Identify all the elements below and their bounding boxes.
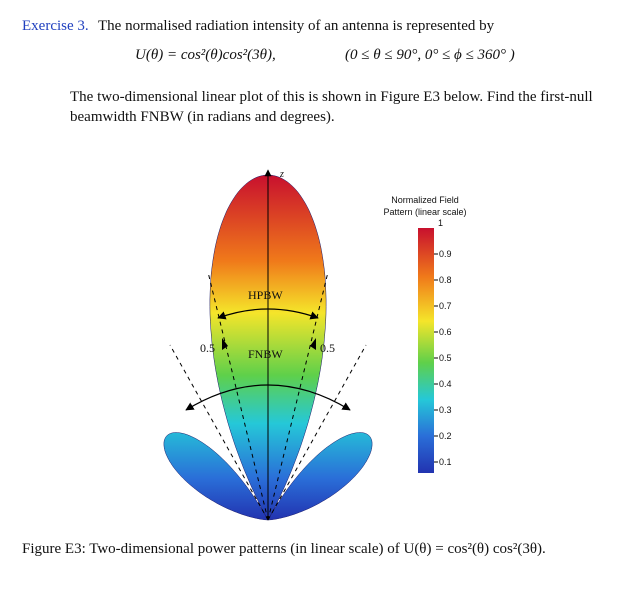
exercise-label: Exercise 3.: [22, 18, 89, 34]
colorbar-tick-label: 0.6: [439, 327, 452, 337]
equation-range: (0 ≤ θ ≤ 90°, 0° ≤ ϕ ≤ 360° ): [345, 47, 515, 63]
colorbar-tick-label: 0.8: [439, 275, 452, 285]
pointer: [222, 338, 228, 350]
colorbar-tick-label: 0.5: [439, 353, 452, 363]
colorbar-tick-label: 0.9: [439, 249, 452, 259]
paragraph-line: beamwidth FNBW (in radians and degrees).: [70, 109, 335, 125]
axis-label: z: [279, 169, 284, 180]
fnbw-arc: [185, 384, 351, 411]
colorbar-title: Normalized Field: [391, 195, 459, 205]
equation: U(θ) = cos²(θ)cos²(3θ),: [135, 47, 276, 63]
colorbar: [418, 228, 434, 473]
level-label: 0.5: [320, 341, 335, 355]
colorbar-ticks: 1 0.9 0.8 0.7 0.6 0.5 0.4 0.3 0.2 0.1: [434, 218, 452, 467]
figure: z HPBW FNBW 0.5 0.5 Normalized Field Pat…: [163, 169, 467, 521]
colorbar-tick-label: 0.4: [439, 379, 452, 389]
colorbar-title: Pattern (linear scale): [383, 207, 466, 217]
exercise-text: The normalised radiation intensity of an…: [98, 18, 495, 34]
beam-lines: [169, 271, 367, 521]
colorbar-tick-label: 0.3: [439, 405, 452, 415]
pointer: [310, 338, 316, 350]
paragraph-line: The two-dimensional linear plot of this …: [70, 89, 593, 105]
level-label: 0.5: [200, 341, 215, 355]
hpbw-label: HPBW: [248, 288, 283, 302]
colorbar-tick-label: 1: [438, 218, 443, 228]
colorbar-tick-label: 0.7: [439, 301, 452, 311]
colorbar-tick-label: 0.2: [439, 431, 452, 441]
hpbw-arc: [217, 308, 319, 320]
fnbw-label: FNBW: [248, 347, 283, 361]
colorbar-tick-label: 0.1: [439, 457, 452, 467]
caption: Figure E3: Two-dimensional power pattern…: [22, 541, 546, 557]
